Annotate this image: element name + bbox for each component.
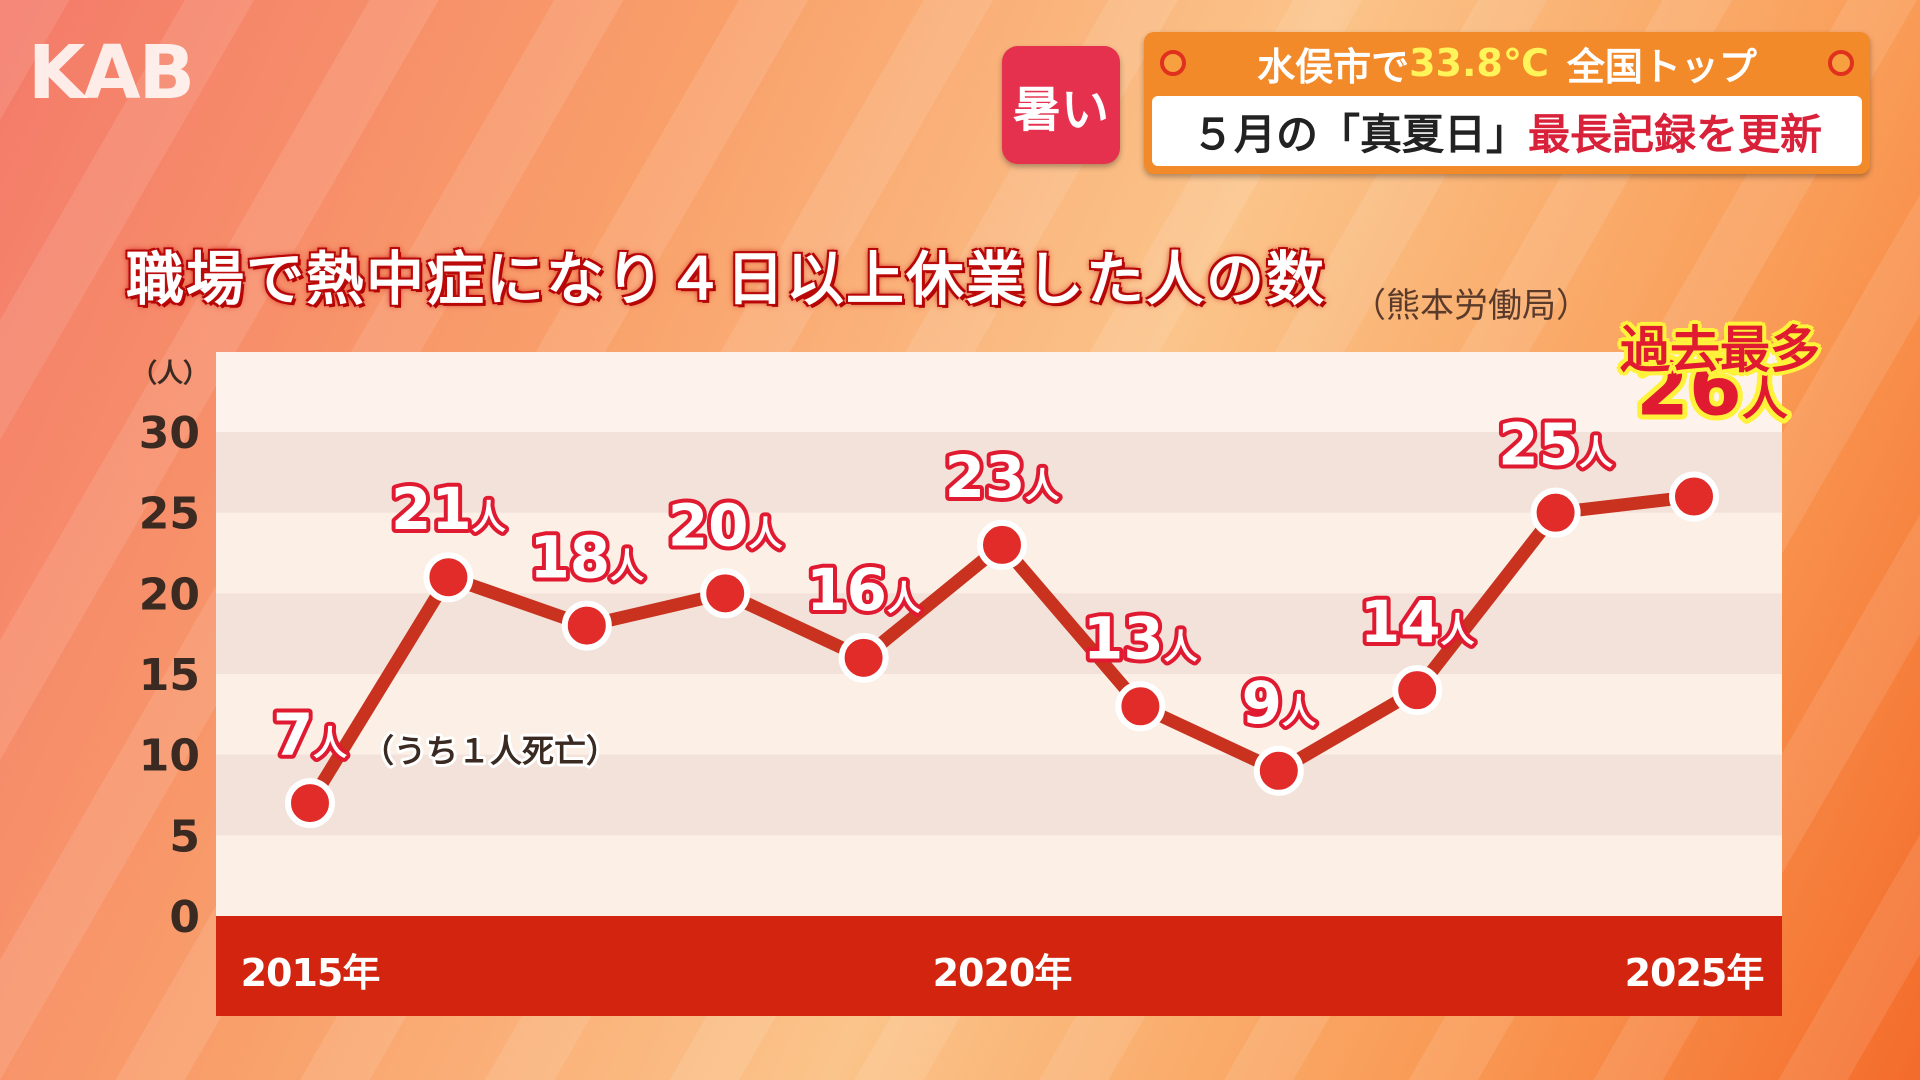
data-point xyxy=(838,632,889,683)
y-tick-label: 25 xyxy=(139,489,200,540)
circle-icon xyxy=(1828,50,1854,76)
data-label: 26人 xyxy=(1636,344,1788,433)
data-point xyxy=(1530,487,1581,538)
grid-band xyxy=(216,593,1782,674)
chart-title: 職場で熱中症になり４日以上休業した人の数 xyxy=(126,245,1327,313)
y-tick-label: 30 xyxy=(139,408,200,459)
data-label: 18人 xyxy=(529,524,644,592)
data-label: 16人 xyxy=(806,556,921,624)
data-point xyxy=(1115,681,1166,732)
x-axis-bar xyxy=(216,916,1782,1016)
data-label: 23人 xyxy=(945,443,1060,511)
x-tick-label: 2020年 xyxy=(933,951,1072,995)
y-tick-label: 20 xyxy=(139,569,200,620)
headline-bottom-pre: ５月の「真夏日」 xyxy=(1191,109,1528,159)
grid-band xyxy=(216,754,1782,836)
data-label: 7人 xyxy=(273,701,347,769)
record-label: 過去最多 xyxy=(1620,321,1820,379)
record-callout: 過去最多 xyxy=(1600,310,1840,382)
data-point xyxy=(1669,471,1719,522)
data-point xyxy=(423,552,474,603)
headline-top-post: 全国トップ xyxy=(1566,44,1757,89)
chart-source: （熊本労働局） xyxy=(1352,286,1590,326)
y-tick-label: 5 xyxy=(169,811,200,862)
data-point xyxy=(977,519,1027,570)
data-point xyxy=(285,778,335,829)
plot-top-band xyxy=(216,352,1782,432)
headline-bottom-red: 最長記録を更新 xyxy=(1528,109,1823,159)
grid-band xyxy=(216,432,1782,513)
x-tick-label: 2015年 xyxy=(241,951,380,995)
headline-top: 水俣市で 33.8℃ 全国トップ xyxy=(1144,36,1870,90)
channel-logo: KAB xyxy=(28,30,195,116)
headline-box: 水俣市で 33.8℃ 全国トップ ５月の「真夏日」 最長記録を更新 xyxy=(1144,32,1870,174)
data-point xyxy=(1392,665,1443,716)
x-tick-label: 2025年 xyxy=(1625,951,1764,995)
annotation-note: （うち１人死亡） xyxy=(362,732,618,770)
data-label: 21人 xyxy=(391,475,506,543)
circle-icon xyxy=(1160,50,1186,76)
data-label: 25人 xyxy=(1498,411,1613,479)
data-point xyxy=(700,568,751,619)
data-point xyxy=(561,600,612,651)
data-point xyxy=(1253,745,1304,796)
data-label: 9人 xyxy=(1242,669,1316,737)
y-tick-label: 10 xyxy=(139,731,200,782)
data-label: 20人 xyxy=(668,491,783,559)
data-label: 14人 xyxy=(1360,588,1475,656)
hot-badge: 暑い xyxy=(1002,46,1120,164)
headline-top-pre: 水俣市で xyxy=(1257,44,1410,89)
y-tick-label: 0 xyxy=(169,892,200,943)
headline-temperature: 33.8℃ xyxy=(1409,41,1549,85)
headline-bottom: ５月の「真夏日」 最長記録を更新 xyxy=(1152,96,1862,166)
data-label: 13人 xyxy=(1083,604,1198,672)
y-axis-unit: （人） xyxy=(131,359,209,389)
y-tick-label: 15 xyxy=(139,650,200,701)
